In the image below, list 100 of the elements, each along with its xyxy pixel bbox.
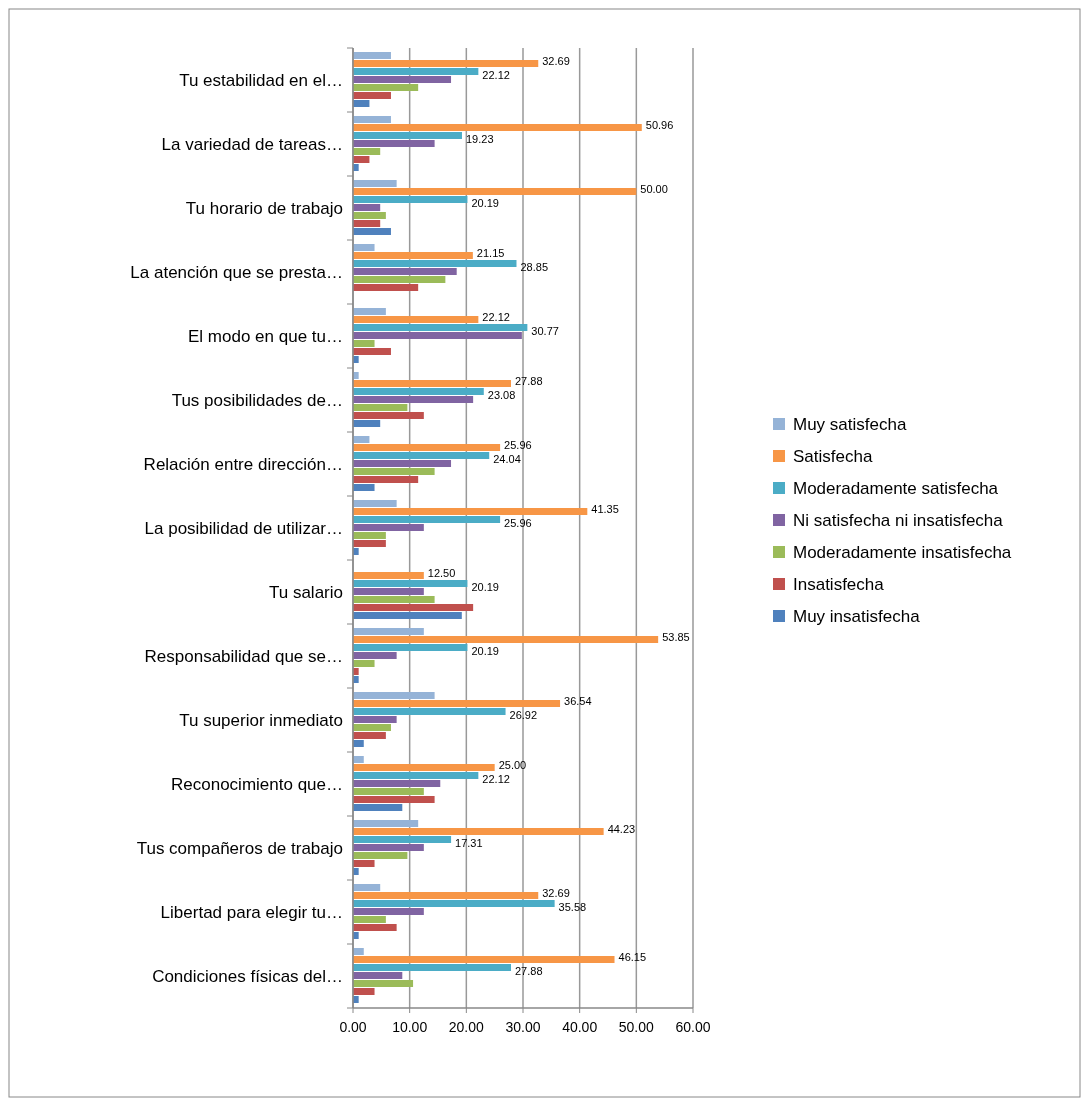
bar xyxy=(353,852,408,859)
bar xyxy=(353,188,637,195)
y-tick-label: Tu horario de trabajo xyxy=(185,198,343,218)
data-label: 53.85 xyxy=(662,630,690,643)
data-label: 21.15 xyxy=(476,246,505,259)
bar xyxy=(353,92,391,99)
bar xyxy=(353,516,501,523)
bar xyxy=(353,132,462,139)
legend-label: Insatisfecha xyxy=(793,574,885,594)
y-tick-label: Libertad para elegir tu… xyxy=(160,902,343,922)
x-tick-label: 50.00 xyxy=(618,1019,655,1035)
bar xyxy=(353,268,457,275)
bar xyxy=(353,660,375,667)
bar xyxy=(353,540,386,547)
data-label: 19.23 xyxy=(465,132,494,145)
bar xyxy=(353,212,386,219)
bar xyxy=(353,76,452,83)
bar xyxy=(353,84,419,91)
bar xyxy=(353,204,381,211)
y-tick-label: Relación entre dirección… xyxy=(143,454,343,474)
bar xyxy=(353,420,381,427)
bar xyxy=(353,580,468,587)
data-label: 12.50 xyxy=(427,566,456,579)
bar xyxy=(353,772,479,779)
bar xyxy=(353,140,435,147)
bar xyxy=(353,972,403,979)
bar xyxy=(353,836,452,843)
bar xyxy=(353,692,435,699)
bar xyxy=(353,716,397,723)
bar xyxy=(353,820,419,827)
y-tick-label: Condiciones físicas del… xyxy=(152,966,343,986)
bar xyxy=(353,652,397,659)
data-label: 23.08 xyxy=(487,388,516,401)
data-label: 20.19 xyxy=(471,196,499,209)
bar xyxy=(353,460,452,467)
bar xyxy=(353,780,441,787)
data-label: 50.00 xyxy=(640,182,668,195)
bar xyxy=(353,948,364,955)
bar xyxy=(353,756,364,763)
data-label: 36.54 xyxy=(564,694,592,707)
data-label: 46.15 xyxy=(618,950,647,963)
data-label: 27.88 xyxy=(514,374,543,387)
y-tick-label: La variedad de tareas… xyxy=(161,134,343,154)
bar xyxy=(353,708,506,715)
bar xyxy=(353,764,495,771)
y-tick-label: Tu estabilidad en el… xyxy=(179,70,343,90)
bar xyxy=(353,900,555,907)
bar xyxy=(353,844,424,851)
legend-label: Ni satisfecha ni insatisfecha xyxy=(793,510,1004,530)
bar xyxy=(353,700,561,707)
bar xyxy=(353,804,403,811)
bar xyxy=(353,908,424,915)
data-label: 22.12 xyxy=(482,310,510,323)
x-tick-label: 10.00 xyxy=(392,1019,428,1035)
x-tick-label: 30.00 xyxy=(505,1019,541,1035)
bar xyxy=(353,916,386,923)
y-tick-label: La posibilidad de utilizar… xyxy=(144,518,343,538)
data-label: 25.96 xyxy=(504,438,532,451)
bar xyxy=(353,628,424,635)
bar xyxy=(353,572,424,579)
data-label: 24.04 xyxy=(493,452,521,465)
bar xyxy=(353,260,517,267)
bar xyxy=(353,636,659,643)
bar xyxy=(353,244,375,251)
legend-label: Muy insatisfecha xyxy=(793,606,921,626)
data-label: 25.00 xyxy=(498,758,527,771)
bar xyxy=(353,276,446,283)
bar xyxy=(353,468,435,475)
bar xyxy=(353,484,375,491)
bar xyxy=(353,228,391,235)
bar xyxy=(353,604,474,611)
bar xyxy=(353,124,642,131)
bar xyxy=(353,924,397,931)
bar xyxy=(353,196,468,203)
bar xyxy=(353,348,391,355)
bar xyxy=(353,116,391,123)
data-label: 26.92 xyxy=(509,708,538,721)
bar xyxy=(353,964,511,971)
data-label: 22.12 xyxy=(482,68,510,81)
bar xyxy=(353,788,424,795)
legend-label: Moderadamente satisfecha xyxy=(793,478,999,498)
y-tick-label: El modo en que tu… xyxy=(188,326,343,346)
bar xyxy=(353,68,479,75)
data-label: 30.77 xyxy=(531,324,559,337)
bar xyxy=(353,860,375,867)
bar xyxy=(353,740,364,747)
bar xyxy=(353,180,397,187)
data-label: 20.19 xyxy=(471,580,499,593)
bar xyxy=(353,308,386,315)
bar xyxy=(353,980,414,987)
bar xyxy=(353,60,539,67)
x-tick-label: 0.00 xyxy=(339,1019,367,1035)
bar xyxy=(353,444,501,451)
data-label: 27.88 xyxy=(514,964,543,977)
bar xyxy=(353,100,370,107)
bar xyxy=(353,588,424,595)
data-label: 35.58 xyxy=(558,900,587,913)
bar xyxy=(353,724,391,731)
data-label: 17.31 xyxy=(455,836,483,849)
bar xyxy=(353,332,522,339)
